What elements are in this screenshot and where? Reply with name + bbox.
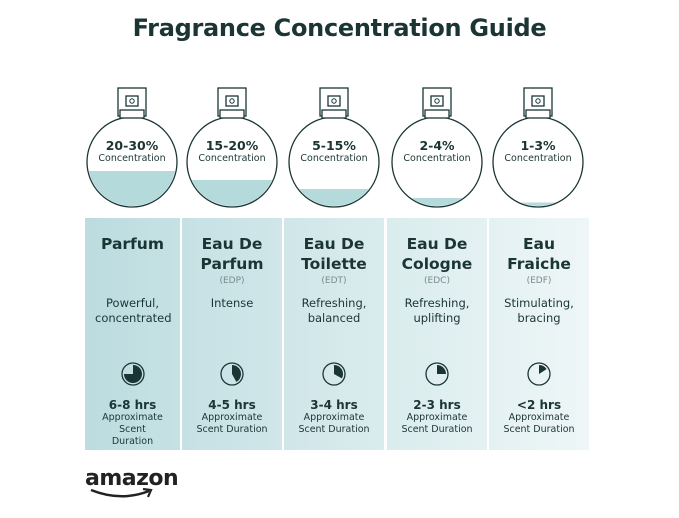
concentration-percent: 1-3%: [520, 138, 556, 153]
liquid-fill: [188, 180, 276, 206]
fragrance-abbr: (EDP): [219, 276, 245, 286]
fragrance-description: Powerful, concentrated: [95, 296, 172, 325]
clock-icon: [322, 362, 346, 386]
clock-icon: [527, 362, 551, 386]
duration-hours: 2-3 hrs: [413, 398, 461, 412]
liquid-fill: [494, 202, 582, 206]
concentration-column: Eau De Toilette (EDT) Refreshing, balanc…: [284, 218, 384, 450]
bottle: 20-30% Concentration: [82, 86, 182, 210]
concentration-label: Concentration: [98, 153, 166, 164]
duration-label: Approximate Scent Duration: [503, 412, 575, 435]
fragrance-abbr: (EDF): [526, 276, 552, 286]
duration-hours: <2 hrs: [516, 398, 562, 412]
fragrance-description: Stimulating, bracing: [504, 296, 574, 325]
fragrance-name: Eau De Toilette: [301, 235, 367, 273]
fragrance-name: Eau De Parfum: [200, 235, 264, 273]
clock-icon: [425, 362, 449, 386]
concentration-percent: 20-30%: [105, 138, 159, 153]
duration-label: Approximate Scent Duration: [401, 412, 473, 435]
concentration-label: Concentration: [403, 153, 471, 164]
duration-label: Approximate Scent Duration: [196, 412, 268, 435]
fragrance-abbr: (EDC): [424, 276, 450, 286]
fragrance-name: Eau Fraiche: [507, 235, 571, 273]
duration-label: Approximate Scent Duration: [102, 412, 163, 447]
bottle: 15-20% Concentration: [182, 86, 282, 210]
fragrance-description: Intense: [210, 296, 254, 310]
concentration-label: Concentration: [300, 153, 368, 164]
liquid-fill: [393, 198, 481, 206]
fragrance-name: Eau De Cologne: [401, 235, 473, 273]
amazon-logo: amazon: [85, 466, 179, 498]
concentration-percent: 15-20%: [205, 138, 259, 153]
concentration-column: Eau De Parfum (EDP) Intense 4-5 hrs Appr…: [182, 218, 282, 450]
fragrance-description: Refreshing, uplifting: [404, 296, 470, 325]
concentration-percent: 5-15%: [312, 138, 356, 153]
concentration-label: Concentration: [504, 153, 572, 164]
fragrance-description: Refreshing, balanced: [301, 296, 367, 325]
bottle: 5-15% Concentration: [284, 86, 384, 210]
concentration-column: Parfum Powerful, concentrated 6-8 hrs Ap…: [85, 218, 180, 450]
duration-hours: 3-4 hrs: [310, 398, 358, 412]
fragrance-name: Parfum: [101, 235, 164, 253]
fragrance-abbr: (EDT): [321, 276, 347, 286]
duration-label: Approximate Scent Duration: [298, 412, 370, 435]
concentration-column: Eau De Cologne (EDC) Refreshing, uplifti…: [387, 218, 487, 450]
clock-icon: [120, 362, 145, 386]
concentration-column: Eau Fraiche (EDF) Stimulating, bracing <…: [489, 218, 589, 450]
page-title: Fragrance Concentration Guide: [132, 14, 547, 42]
duration-hours: 6-8 hrs: [108, 398, 157, 412]
clock-icon: [220, 362, 244, 386]
bottle: 2-4% Concentration: [387, 86, 487, 210]
duration-hours: 4-5 hrs: [208, 398, 256, 412]
concentration-label: Concentration: [198, 153, 266, 164]
bottle: 1-3% Concentration: [488, 86, 588, 210]
concentration-percent: 2-4%: [419, 138, 455, 153]
